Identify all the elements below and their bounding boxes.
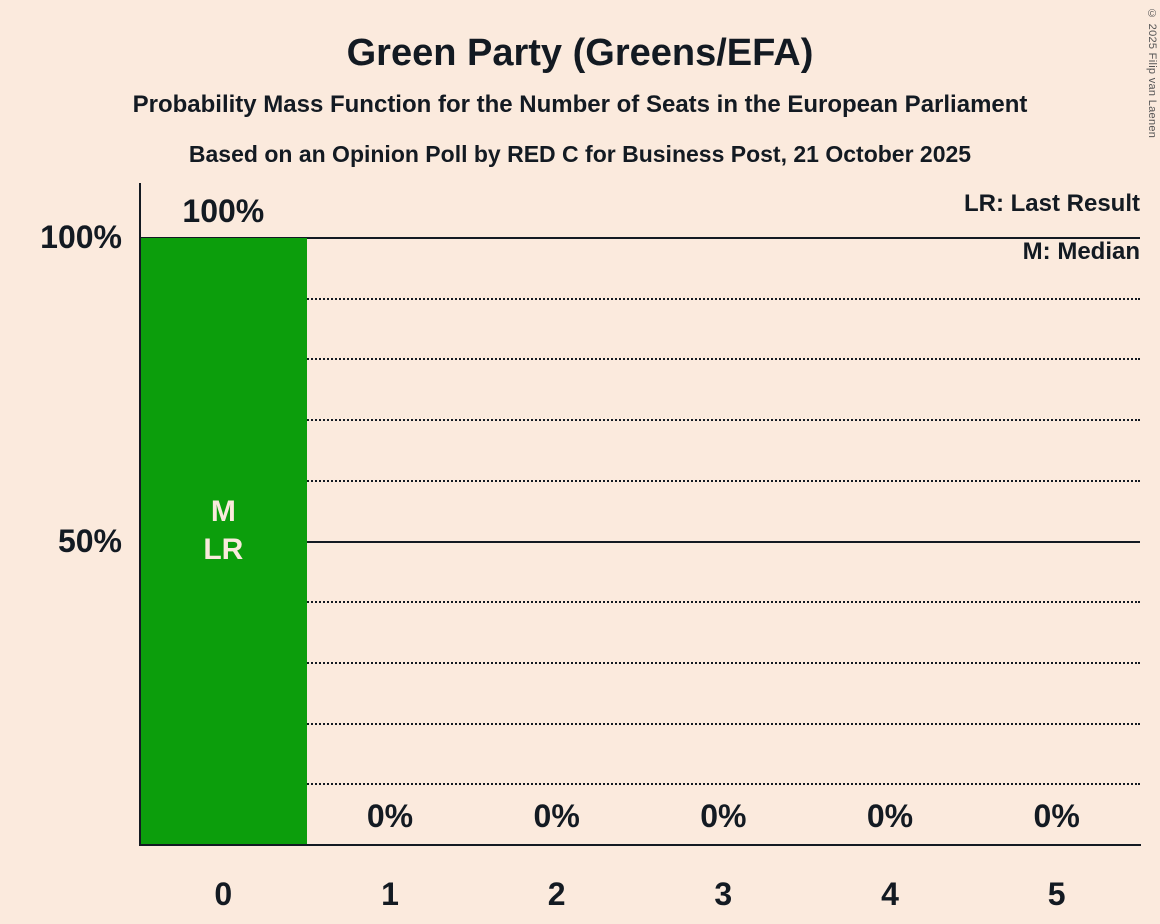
y-tick-label-50: 50% [57,522,122,559]
legend-last-result: LR: Last Result [963,190,1140,217]
bar-value-label-2: 0% [533,798,580,834]
x-tick-label-4: 4 [881,876,899,912]
legend: LR: Last Result M: Median [964,180,1140,276]
gridline-solid-100 [140,237,1140,239]
copyright-notice: © 2025 Filip van Laenen [1146,8,1158,139]
chart-title: Green Party (Greens/EFA) [346,32,814,74]
bar-annotation-median-last-result: M LR [140,493,307,569]
y-axis-line [139,183,141,846]
y-tick-label-100: 100% [40,219,122,255]
gridline-dotted-30 [140,661,1140,664]
chart-subtitle: Probability Mass Function for the Number… [132,91,1028,118]
gridline-dotted-60 [140,479,1140,482]
bar-value-label-0: 100% [182,193,265,229]
gridline-dotted-40 [140,601,1140,604]
bar-value-label-3: 0% [700,798,747,834]
poll-info-line: Based on an Opinion Poll by RED C for Bu… [188,141,972,167]
gridline-solid-50 [140,540,1140,543]
gridline-dotted-20 [140,722,1140,725]
annotation-line: M [210,494,236,528]
bar-value-label-5: 0% [1033,798,1080,834]
bar-seats-0 [140,238,307,845]
gridline-dotted-10 [140,783,1140,786]
x-tick-label-2: 2 [547,876,566,912]
x-tick-label-1: 1 [381,876,399,912]
x-tick-label-0: 0 [214,876,233,912]
x-axis-line [139,844,1141,846]
gridline-dotted-80 [140,358,1140,361]
x-tick-label-3: 3 [714,876,733,912]
bar-value-label-4: 0% [866,798,914,834]
legend-median: M: Median [1022,238,1140,265]
x-tick-label-5: 5 [1047,876,1066,912]
gridline-dotted-90 [140,297,1140,300]
gridline-dotted-70 [140,419,1140,422]
annotation-line: LR [203,532,244,566]
bar-value-label-1: 0% [366,798,414,834]
